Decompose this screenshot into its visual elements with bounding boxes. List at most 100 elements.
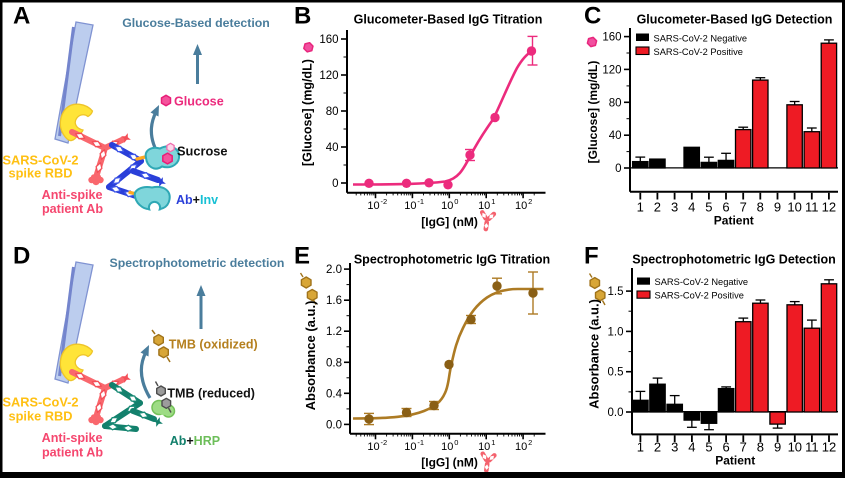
svg-text:SARS-CoV-2 Positive: SARS-CoV-2 Positive bbox=[655, 291, 744, 301]
svg-text:120: 120 bbox=[602, 64, 621, 76]
svg-text:8: 8 bbox=[757, 200, 764, 215]
svg-text:11: 11 bbox=[805, 440, 819, 455]
svg-text:-1: -1 bbox=[417, 438, 424, 447]
svg-text:Spectrophotometric IgG Titrati: Spectrophotometric IgG Titration bbox=[354, 253, 550, 267]
svg-text:[Glucose] (mg/dL): [Glucose] (mg/dL) bbox=[586, 61, 600, 164]
svg-text:7: 7 bbox=[740, 440, 747, 455]
svg-text:0.0: 0.0 bbox=[608, 407, 624, 419]
svg-text:0.0: 0.0 bbox=[326, 419, 342, 431]
svg-text:0: 0 bbox=[332, 178, 338, 190]
svg-text:1.5: 1.5 bbox=[608, 286, 624, 298]
svg-text:10: 10 bbox=[367, 441, 379, 453]
svg-text:8: 8 bbox=[757, 440, 764, 455]
svg-text:Ab+HRP: Ab+HRP bbox=[170, 434, 220, 448]
svg-text:10: 10 bbox=[404, 200, 416, 212]
svg-text:B: B bbox=[294, 3, 311, 30]
svg-text:F: F bbox=[584, 243, 599, 270]
svg-text:9: 9 bbox=[774, 200, 781, 215]
svg-text:1: 1 bbox=[491, 438, 495, 447]
svg-text:80: 80 bbox=[326, 106, 339, 118]
svg-text:160: 160 bbox=[602, 32, 621, 44]
svg-text:Ab+Inv: Ab+Inv bbox=[176, 193, 218, 207]
svg-text:9: 9 bbox=[774, 440, 781, 455]
svg-text:Patient: Patient bbox=[714, 213, 754, 227]
svg-text:TMB (reduced): TMB (reduced) bbox=[167, 387, 255, 401]
svg-text:Sucrose: Sucrose bbox=[177, 144, 228, 159]
svg-text:D: D bbox=[13, 243, 30, 270]
svg-text:SARS-CoV-2 Negative: SARS-CoV-2 Negative bbox=[654, 34, 748, 44]
svg-text:10: 10 bbox=[478, 441, 490, 453]
svg-text:4: 4 bbox=[688, 200, 695, 215]
svg-text:2: 2 bbox=[528, 438, 532, 447]
svg-text:7: 7 bbox=[740, 200, 747, 215]
svg-text:40: 40 bbox=[609, 130, 622, 142]
svg-text:Absorbance (a.u.): Absorbance (a.u.) bbox=[303, 301, 318, 411]
svg-text:10: 10 bbox=[441, 441, 453, 453]
svg-text:1: 1 bbox=[637, 440, 644, 455]
svg-text:2: 2 bbox=[528, 197, 532, 206]
svg-text:40: 40 bbox=[326, 142, 339, 154]
svg-text:1.6: 1.6 bbox=[326, 295, 342, 307]
svg-text:4: 4 bbox=[688, 440, 695, 455]
svg-text:6: 6 bbox=[722, 200, 729, 215]
svg-text:10: 10 bbox=[515, 200, 527, 212]
svg-text:C: C bbox=[584, 3, 601, 30]
svg-text:Glucose-Based detection: Glucose-Based detection bbox=[122, 16, 270, 30]
svg-text:80: 80 bbox=[609, 97, 622, 109]
svg-text:120: 120 bbox=[319, 70, 338, 82]
svg-text:Glucose: Glucose bbox=[174, 95, 224, 109]
svg-text:patient Ab: patient Ab bbox=[42, 202, 103, 216]
svg-text:12: 12 bbox=[822, 440, 836, 455]
svg-text:0.4: 0.4 bbox=[326, 388, 343, 400]
svg-text:1.2: 1.2 bbox=[326, 326, 342, 338]
svg-text:11: 11 bbox=[805, 200, 819, 215]
svg-text:spike RBD: spike RBD bbox=[8, 166, 72, 181]
svg-text:5: 5 bbox=[705, 200, 712, 215]
svg-text:SARS-CoV-2: SARS-CoV-2 bbox=[2, 395, 78, 410]
svg-text:SARS-CoV-2 Negative: SARS-CoV-2 Negative bbox=[655, 277, 749, 287]
svg-text:E: E bbox=[294, 243, 310, 270]
svg-text:0: 0 bbox=[454, 197, 458, 206]
svg-text:Anti-spike: Anti-spike bbox=[42, 431, 103, 445]
svg-text:12: 12 bbox=[822, 200, 836, 215]
svg-text:Spectrophotometric detection: Spectrophotometric detection bbox=[110, 256, 285, 270]
svg-text:2.0: 2.0 bbox=[326, 264, 342, 276]
svg-text:10: 10 bbox=[515, 441, 527, 453]
svg-text:SARS-CoV-2 Positive: SARS-CoV-2 Positive bbox=[654, 47, 743, 57]
svg-text:1: 1 bbox=[491, 197, 495, 206]
svg-text:6: 6 bbox=[722, 440, 729, 455]
svg-text:[Glucose] (mg/dL): [Glucose] (mg/dL) bbox=[301, 59, 315, 166]
svg-text:1: 1 bbox=[637, 200, 644, 215]
svg-text:0: 0 bbox=[454, 438, 458, 447]
svg-text:1.0: 1.0 bbox=[608, 326, 624, 338]
svg-text:spike RBD: spike RBD bbox=[8, 409, 72, 424]
svg-text:10: 10 bbox=[404, 441, 416, 453]
svg-text:10: 10 bbox=[787, 200, 801, 215]
svg-text:patient Ab: patient Ab bbox=[42, 445, 103, 459]
svg-text:10: 10 bbox=[788, 440, 802, 455]
svg-text:3: 3 bbox=[671, 200, 678, 215]
svg-text:Glucometer-Based IgG Titration: Glucometer-Based IgG Titration bbox=[354, 13, 543, 27]
svg-text:Spectrophotometric IgG Detecti: Spectrophotometric IgG Detection bbox=[632, 253, 836, 267]
svg-text:Patient: Patient bbox=[715, 454, 755, 468]
svg-text:-1: -1 bbox=[417, 197, 424, 206]
svg-text:Absorbance (a.u.): Absorbance (a.u.) bbox=[587, 299, 602, 409]
svg-text:Glucometer-Based IgG Detection: Glucometer-Based IgG Detection bbox=[637, 13, 833, 27]
svg-text:10: 10 bbox=[441, 200, 453, 212]
svg-text:[IgG] (nM): [IgG] (nM) bbox=[421, 456, 478, 470]
svg-text:2: 2 bbox=[654, 440, 661, 455]
svg-text:TMB (oxidized): TMB (oxidized) bbox=[169, 338, 258, 352]
svg-text:10: 10 bbox=[478, 200, 490, 212]
svg-text:[IgG] (nM): [IgG] (nM) bbox=[421, 215, 478, 229]
svg-text:160: 160 bbox=[319, 34, 338, 46]
svg-text:Anti-spike: Anti-spike bbox=[42, 188, 103, 202]
svg-text:0: 0 bbox=[615, 163, 621, 175]
svg-text:0.5: 0.5 bbox=[608, 367, 624, 379]
svg-text:2: 2 bbox=[654, 200, 661, 215]
svg-text:-2: -2 bbox=[381, 438, 388, 447]
svg-text:5: 5 bbox=[705, 440, 712, 455]
svg-text:A: A bbox=[13, 3, 30, 30]
svg-text:-2: -2 bbox=[381, 197, 388, 206]
svg-text:3: 3 bbox=[671, 440, 678, 455]
svg-text:10: 10 bbox=[367, 200, 379, 212]
